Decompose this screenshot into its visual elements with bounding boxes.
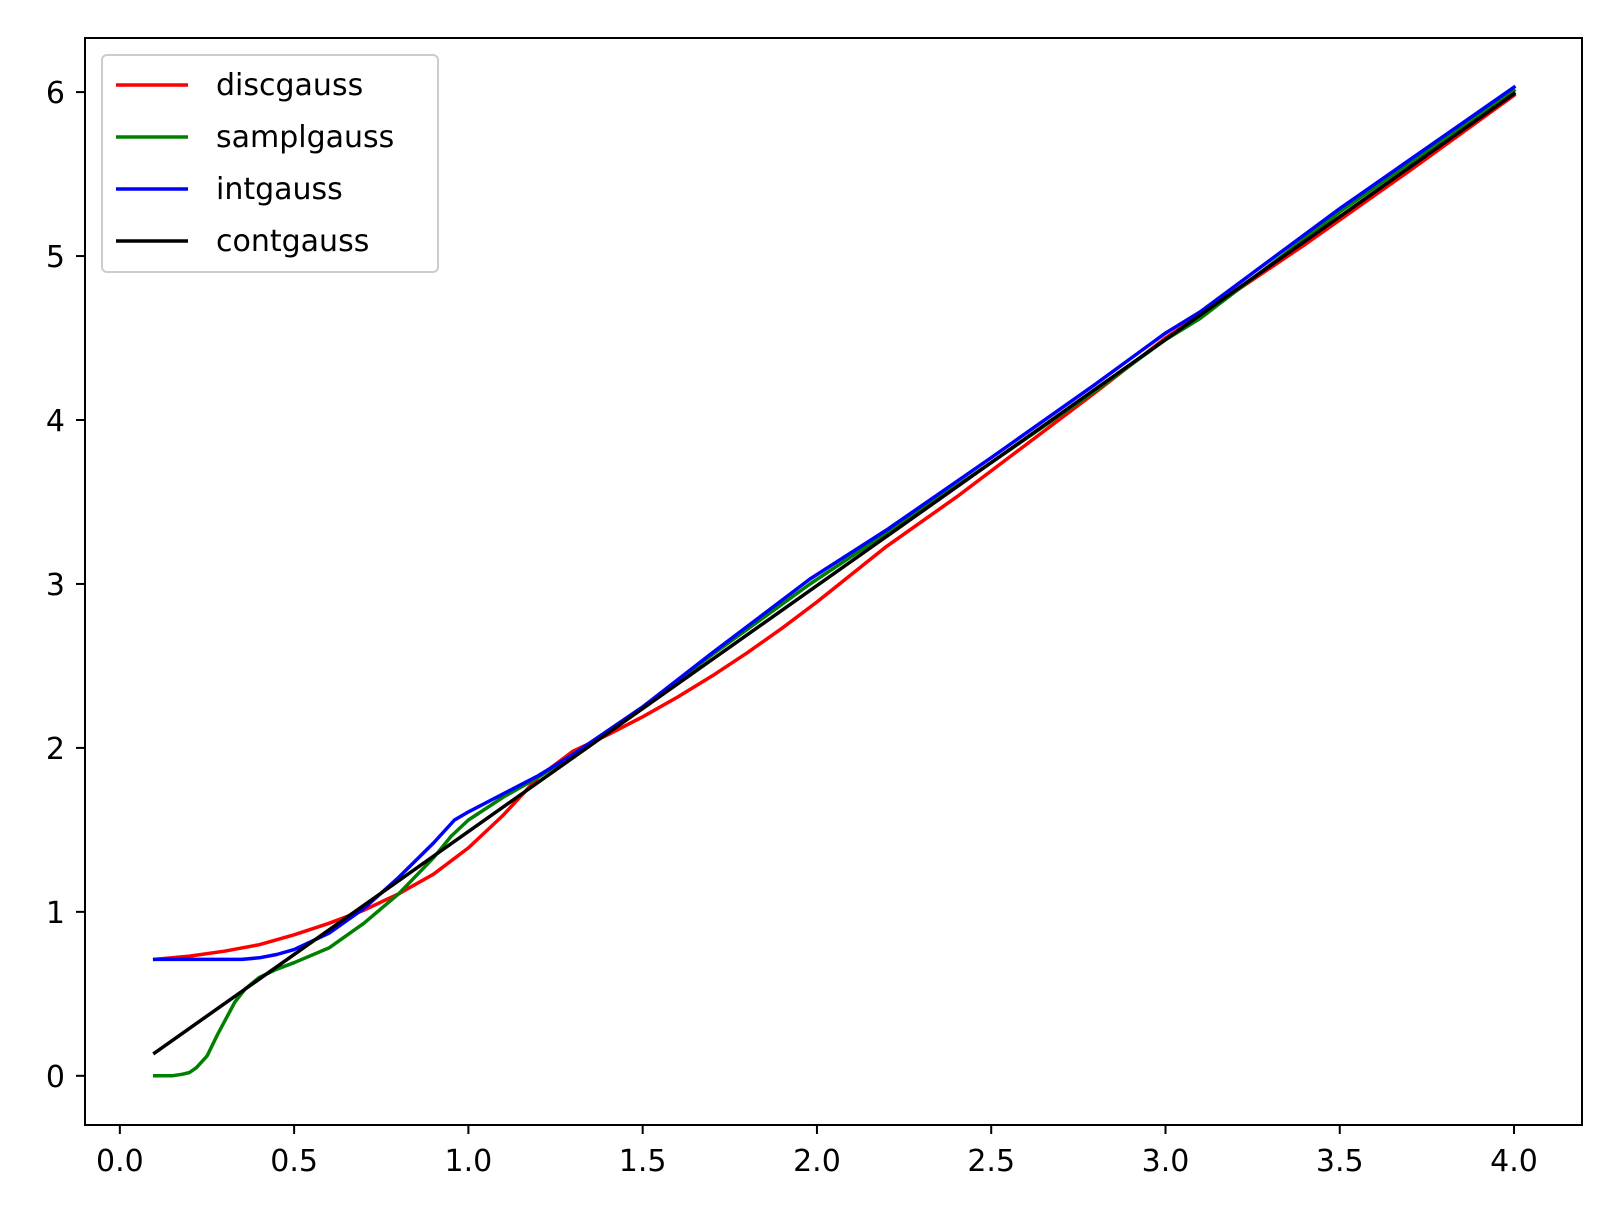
legend-label-contgauss: contgauss bbox=[216, 224, 369, 259]
legend-box bbox=[101, 54, 439, 273]
legend-label-samplgauss: samplgauss bbox=[216, 120, 394, 155]
plot-frame bbox=[84, 37, 1583, 1126]
y-axis: 0 1 2 3 4 5 6 bbox=[46, 76, 85, 1095]
x-tick-label: 1.5 bbox=[619, 1144, 667, 1179]
y-tick-label: 4 bbox=[46, 404, 65, 439]
y-tick-label: 3 bbox=[46, 568, 65, 603]
x-tick-label: 3.0 bbox=[1142, 1144, 1190, 1179]
x-tick-label: 2.0 bbox=[793, 1144, 841, 1179]
y-tick-label: 2 bbox=[46, 732, 65, 767]
x-axis: 0.0 0.5 1.0 1.5 2.0 2.5 3.0 3.5 4.0 bbox=[96, 1125, 1538, 1179]
plot-lines bbox=[152, 84, 1517, 1078]
y-tick-label: 6 bbox=[46, 76, 65, 111]
x-tick-label: 4.0 bbox=[1490, 1144, 1538, 1179]
legend-label-intgauss: intgauss bbox=[216, 172, 343, 207]
x-tick-label: 2.5 bbox=[967, 1144, 1015, 1179]
x-tick-label: 0.5 bbox=[270, 1144, 318, 1179]
x-tick-label: 1.0 bbox=[445, 1144, 493, 1179]
y-tick-label: 1 bbox=[46, 896, 65, 931]
legend-label-discgauss: discgauss bbox=[216, 68, 363, 103]
x-tick-label: 3.5 bbox=[1316, 1144, 1364, 1179]
series-line-intgauss bbox=[152, 84, 1517, 962]
series-line-contgauss bbox=[152, 91, 1517, 1056]
x-tick-label: 0.0 bbox=[96, 1144, 144, 1179]
y-tick-label: 5 bbox=[46, 240, 65, 275]
y-tick-label: 0 bbox=[46, 1060, 65, 1095]
legend: discgauss samplgauss intgauss contgauss bbox=[101, 54, 439, 273]
